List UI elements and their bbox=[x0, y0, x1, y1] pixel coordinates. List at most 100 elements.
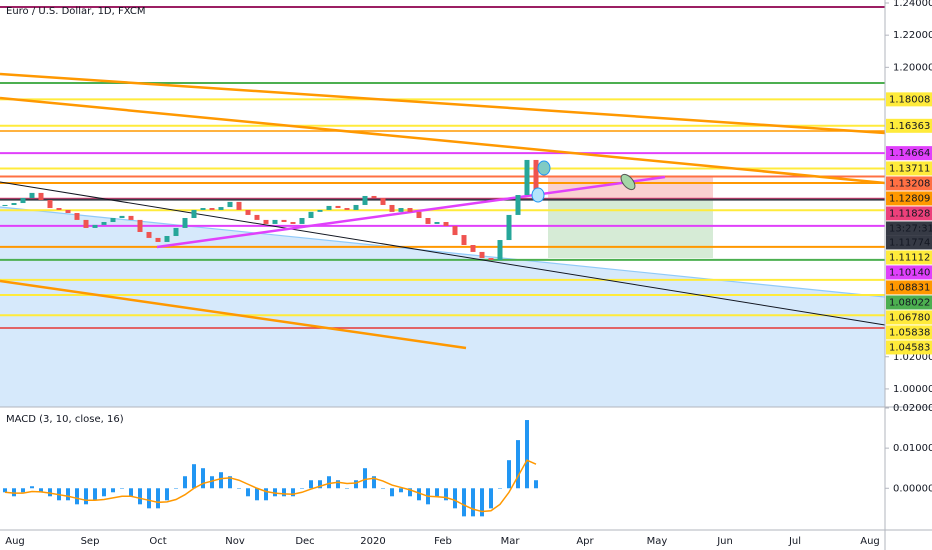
time-label: May bbox=[647, 536, 668, 547]
price-tag bbox=[886, 250, 932, 265]
time-label: Aug bbox=[860, 536, 880, 547]
price-tick-label: 1.24000 bbox=[893, 0, 932, 9]
price-tag-label: 1.14664 bbox=[889, 148, 930, 159]
macd-bar bbox=[273, 488, 277, 497]
trend-line bbox=[0, 96, 886, 185]
time-label: 2020 bbox=[360, 536, 385, 547]
trend-line bbox=[0, 206, 886, 298]
macd-bar bbox=[75, 488, 79, 505]
price-tag-label: 1.08831 bbox=[889, 282, 930, 293]
macd-bar bbox=[21, 488, 25, 493]
macd-bar bbox=[3, 488, 7, 493]
price-tag-label: 1.04583 bbox=[889, 342, 930, 353]
macd-bar bbox=[174, 488, 178, 489]
candle bbox=[146, 231, 152, 238]
macd-bar bbox=[201, 468, 205, 489]
candle bbox=[263, 219, 269, 224]
macd-bar bbox=[210, 476, 214, 489]
price-tag bbox=[886, 191, 932, 206]
candle bbox=[443, 222, 449, 227]
candle bbox=[434, 222, 440, 224]
candle bbox=[281, 219, 287, 223]
macd-bar bbox=[147, 488, 151, 509]
price-tag bbox=[886, 265, 932, 280]
candle bbox=[218, 207, 224, 210]
price-tag-label: 1.13711 bbox=[889, 163, 930, 174]
macd-bar bbox=[354, 480, 358, 489]
shaded-zone bbox=[0, 207, 885, 407]
price-tick-label: 1.00000 bbox=[893, 384, 932, 395]
candle bbox=[344, 208, 350, 210]
candle bbox=[326, 205, 332, 210]
price-tag bbox=[886, 280, 932, 295]
macd-bar bbox=[399, 488, 403, 493]
price-tag bbox=[886, 92, 932, 107]
macd-bar bbox=[120, 488, 124, 489]
candle bbox=[353, 204, 359, 210]
candle bbox=[209, 208, 215, 210]
time-label: Aug bbox=[5, 536, 25, 547]
candle bbox=[101, 222, 107, 225]
price-tag-label: 1.05838 bbox=[889, 327, 930, 338]
macd-bar bbox=[471, 488, 475, 517]
macd-tick-label: 0.00000 bbox=[893, 483, 932, 494]
candle bbox=[425, 217, 431, 224]
chart-title: Euro / U.S. Dollar, 1D, FXCM bbox=[6, 6, 145, 17]
price-tag-label: 1.06780 bbox=[889, 312, 930, 323]
time-label: Jul bbox=[788, 536, 801, 547]
candle bbox=[407, 208, 413, 212]
macd-bar bbox=[498, 488, 502, 489]
time-label: Apr bbox=[576, 536, 594, 547]
macd-bar bbox=[93, 488, 97, 501]
macd-bar bbox=[372, 476, 376, 489]
price-tick-label: 1.02000 bbox=[893, 352, 932, 363]
candle bbox=[488, 258, 494, 260]
time-label: Dec bbox=[295, 536, 314, 547]
macd-bar bbox=[30, 486, 34, 489]
macd-bar bbox=[534, 480, 538, 489]
candle bbox=[191, 209, 197, 218]
candle bbox=[74, 213, 80, 220]
trend-line bbox=[0, 279, 467, 350]
candle bbox=[308, 211, 314, 218]
time-label: Nov bbox=[225, 536, 245, 547]
macd-bar bbox=[183, 476, 187, 489]
macd-bar bbox=[300, 488, 304, 489]
countdown: 13:27:31 bbox=[889, 223, 932, 234]
macd-bar bbox=[327, 476, 331, 489]
price-tag bbox=[886, 176, 932, 191]
candle bbox=[29, 192, 35, 199]
time-label: Sep bbox=[81, 536, 100, 547]
candle bbox=[56, 208, 62, 210]
price-tag bbox=[886, 161, 932, 176]
candle bbox=[470, 245, 476, 252]
trend-line bbox=[0, 181, 886, 326]
macd-bar bbox=[165, 488, 169, 501]
price-tag-label: 1.12809 bbox=[889, 193, 930, 204]
macd-bar bbox=[489, 488, 493, 509]
candle bbox=[227, 201, 233, 208]
price-tag bbox=[886, 325, 932, 340]
time-label: Jun bbox=[716, 536, 733, 547]
macd-tick-label: 0.02000 bbox=[893, 403, 932, 414]
candle bbox=[245, 209, 251, 215]
candle bbox=[272, 219, 278, 224]
macd-bar bbox=[309, 480, 313, 489]
price-tag-label: 1.13208 bbox=[889, 178, 930, 189]
macd-bar bbox=[291, 488, 295, 497]
price-tick-label: 1.20000 bbox=[893, 62, 932, 73]
candle bbox=[398, 208, 404, 212]
marker bbox=[620, 173, 636, 191]
marker bbox=[531, 187, 545, 203]
macd-bar bbox=[453, 488, 457, 509]
candle bbox=[524, 159, 530, 196]
price-tag bbox=[886, 295, 932, 310]
macd-bar bbox=[480, 488, 484, 517]
candle bbox=[380, 198, 386, 205]
price-tag-label: 1.11112 bbox=[889, 252, 930, 263]
countdown-tag bbox=[886, 221, 932, 236]
candle bbox=[182, 217, 188, 228]
candle bbox=[254, 214, 260, 220]
macd-bar bbox=[390, 488, 394, 497]
